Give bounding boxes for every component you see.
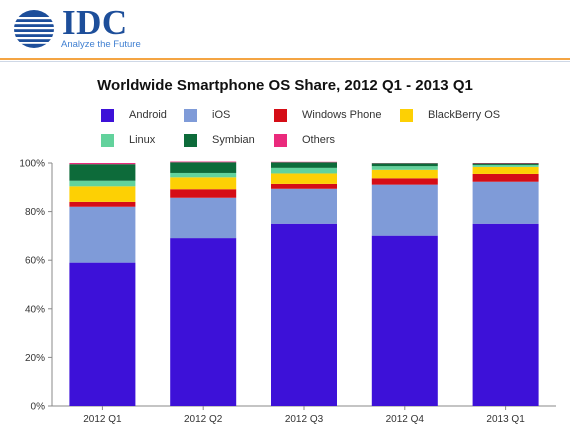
bar-segment-symbian-2012-q2 xyxy=(170,162,237,173)
bar-segment-ios-2012-q2 xyxy=(170,197,237,239)
legend-label: Others xyxy=(302,134,336,146)
bar-segment-others-2012-q1 xyxy=(69,163,136,165)
bar-segment-blackberry-os-2012-q4 xyxy=(371,169,438,179)
legend-item-others: Others xyxy=(274,133,335,147)
bar-segment-others-2012-q2 xyxy=(170,161,237,163)
bar-segment-ios-2012-q3 xyxy=(271,188,337,224)
legend-swatch-linux xyxy=(101,133,114,147)
bar-segment-windows-phone-2012-q2 xyxy=(170,189,237,198)
legend-label: Linux xyxy=(129,134,156,146)
chart-title: Worldwide Smartphone OS Share, 2012 Q1 -… xyxy=(97,77,473,94)
bar-segment-symbian-2012-q1 xyxy=(69,164,136,181)
x-tick-label: 2012 Q2 xyxy=(184,414,223,425)
legend-label: Windows Phone xyxy=(302,109,382,121)
bar-segment-blackberry-os-2013-q1 xyxy=(472,166,539,174)
bar-segment-blackberry-os-2012-q3 xyxy=(271,173,337,184)
bar-segment-windows-phone-2013-q1 xyxy=(472,173,539,182)
bar-segment-android-2013-q1 xyxy=(472,223,539,406)
bar-segment-symbian-2012-q3 xyxy=(271,162,337,168)
y-tick-label: 0% xyxy=(31,402,46,413)
bar-segment-android-2012-q3 xyxy=(271,223,337,406)
legend-label: Symbian xyxy=(212,134,255,146)
bar-segment-android-2012-q1 xyxy=(69,262,136,406)
legend-swatch-ios xyxy=(184,108,197,122)
bar-segment-symbian-2013-q1 xyxy=(472,163,539,165)
logo-text: IDC xyxy=(62,3,128,42)
legend-label: BlackBerry OS xyxy=(428,109,501,121)
legend-item-blackberry-os: BlackBerry OS xyxy=(400,108,500,122)
bar-segment-ios-2012-q4 xyxy=(371,184,438,236)
bar-segment-blackberry-os-2012-q1 xyxy=(69,186,136,202)
legend-swatch-windows-phone xyxy=(274,108,287,122)
legend-swatch-android xyxy=(101,108,114,122)
header-divider xyxy=(0,58,570,60)
legend-label: Android xyxy=(129,109,167,121)
x-tick-label: 2013 Q1 xyxy=(486,414,525,425)
bar-segment-windows-phone-2012-q3 xyxy=(271,183,337,189)
bar-segment-android-2012-q4 xyxy=(371,235,438,406)
legend-item-ios: iOS xyxy=(184,108,230,122)
bar-segment-linux-2012-q1 xyxy=(69,180,136,187)
globe-icon xyxy=(13,10,55,48)
idc-logo[interactable]: IDC Analyze the Future xyxy=(10,3,150,52)
header-divider-shadow xyxy=(0,61,570,62)
legend-item-windows-phone: Windows Phone xyxy=(274,108,382,122)
y-tick-label: 100% xyxy=(19,159,45,170)
bar-segment-linux-2013-q1 xyxy=(472,164,539,167)
legend-item-symbian: Symbian xyxy=(184,133,255,147)
y-tick-label: 60% xyxy=(25,256,45,267)
x-tick-label: 2012 Q4 xyxy=(386,414,425,425)
bar-segment-linux-2012-q2 xyxy=(170,172,237,178)
x-tick-label: 2012 Q3 xyxy=(285,414,324,425)
y-tick-label: 40% xyxy=(25,304,45,315)
bar-segment-ios-2013-q1 xyxy=(472,181,539,224)
y-tick-label: 80% xyxy=(25,207,45,218)
y-tick-label: 20% xyxy=(25,353,45,364)
legend-swatch-others xyxy=(274,133,287,147)
legend-swatch-blackberry-os xyxy=(400,108,413,122)
bar-segment-blackberry-os-2012-q2 xyxy=(170,177,237,190)
legend-label: iOS xyxy=(212,109,231,121)
x-tick-label: 2012 Q1 xyxy=(83,414,122,425)
bar-segment-linux-2012-q3 xyxy=(271,167,337,174)
legend-item-android: Android xyxy=(101,108,167,122)
bar-segment-android-2012-q2 xyxy=(170,238,237,406)
legend-swatch-symbian xyxy=(184,133,197,147)
header: IDC Analyze the Future xyxy=(0,0,570,58)
bar-segment-ios-2012-q1 xyxy=(69,206,136,263)
bar-segment-symbian-2012-q4 xyxy=(371,163,438,167)
bar-segment-windows-phone-2012-q1 xyxy=(69,201,136,207)
legend-item-linux: Linux xyxy=(101,133,155,147)
bar-segment-windows-phone-2012-q4 xyxy=(371,178,438,185)
logo-tagline: Analyze the Future xyxy=(61,39,141,50)
bar-segment-linux-2012-q4 xyxy=(371,166,438,170)
